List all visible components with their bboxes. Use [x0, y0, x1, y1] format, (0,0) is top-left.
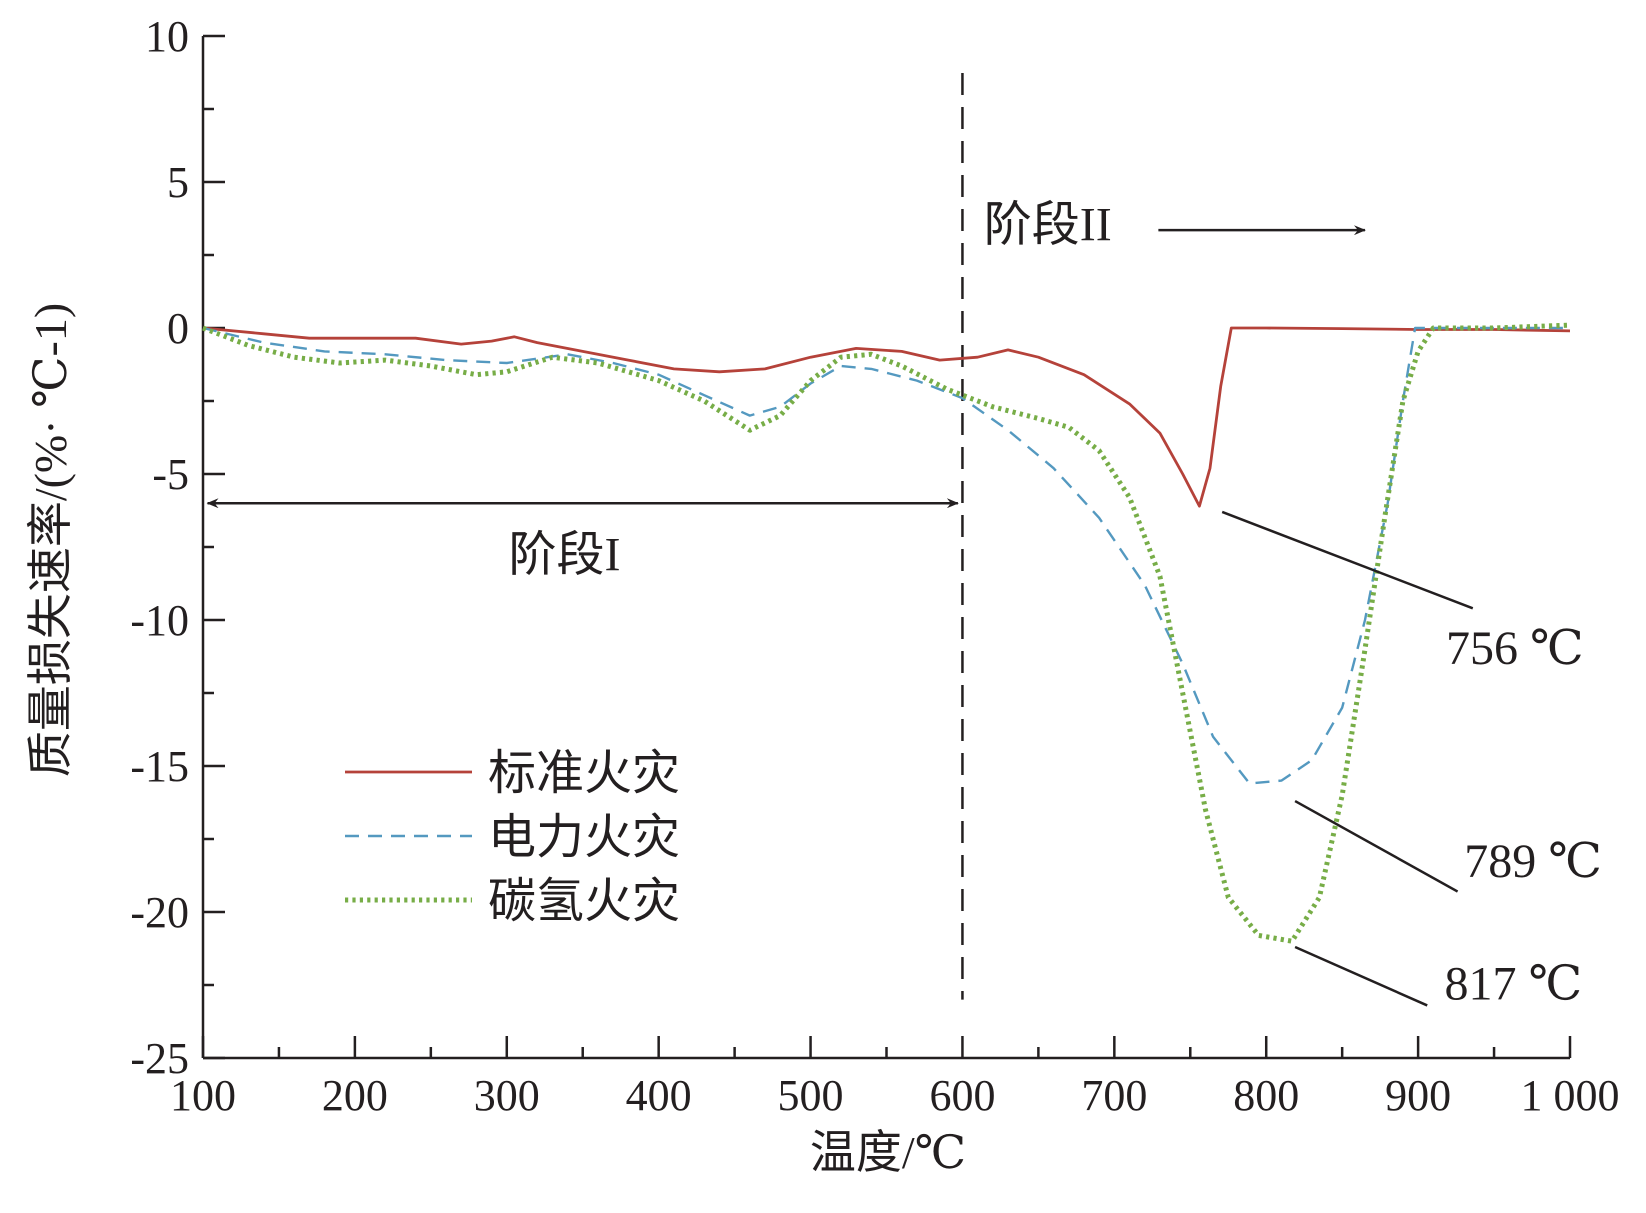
- x-tick-label: 600: [929, 1071, 995, 1120]
- peak1-leader: [1221, 510, 1474, 610]
- axes: 100 200 300 400 500 600 700 800 900 1 000 10 5 0 -5 -1…: [130, 12, 1619, 1120]
- series-line-3: [202, 322, 1571, 944]
- peak2-label: 789 ℃: [1464, 835, 1602, 888]
- series-line-2: [202, 326, 1570, 785]
- x-tick-label: 400: [626, 1071, 692, 1120]
- legend-label-3: 碳氢火灾: [488, 875, 680, 928]
- x-tick-label: 300: [474, 1071, 540, 1120]
- y-tick-label: -5: [152, 450, 189, 499]
- stage1-label: 阶段I: [508, 528, 620, 581]
- x-tick-label: 500: [778, 1071, 844, 1120]
- legend-label-2: 电力火灾: [488, 811, 680, 864]
- stage2-label: 阶段II: [984, 198, 1112, 251]
- x-axis-title: 温度/℃: [810, 1127, 966, 1178]
- series-line-1: [202, 326, 1571, 508]
- peak2-leader: [1294, 799, 1459, 893]
- x-tick-label: 100: [170, 1071, 236, 1120]
- y-tick-label: -15: [130, 742, 189, 791]
- x-tick-label: 1 000: [1521, 1071, 1620, 1120]
- y-axis-title: 质量损失速率/(%· ℃-1): [25, 303, 76, 777]
- peak3-label: 817 ℃: [1444, 958, 1582, 1011]
- x-tick-label: 900: [1385, 1071, 1451, 1120]
- y-tick-label: 10: [145, 12, 189, 61]
- series-group: [202, 322, 1571, 944]
- legend-label-1: 标准火灾: [488, 747, 680, 800]
- y-tick-label: 5: [167, 158, 189, 207]
- y-tick-label: -20: [130, 888, 189, 937]
- peak1-label: 756 ℃: [1446, 622, 1584, 675]
- x-tick-label: 700: [1081, 1071, 1147, 1120]
- annotations: 阶段I 阶段II 756 ℃ 789 ℃ 817 ℃: [206, 198, 1602, 1011]
- peak3-leader: [1294, 945, 1428, 1007]
- x-tick-label: 200: [322, 1071, 388, 1120]
- x-tick-label: 800: [1233, 1071, 1299, 1120]
- y-tick-label: -10: [130, 596, 189, 645]
- y-tick-label: -25: [130, 1034, 189, 1083]
- y-tick-label: 0: [167, 304, 189, 353]
